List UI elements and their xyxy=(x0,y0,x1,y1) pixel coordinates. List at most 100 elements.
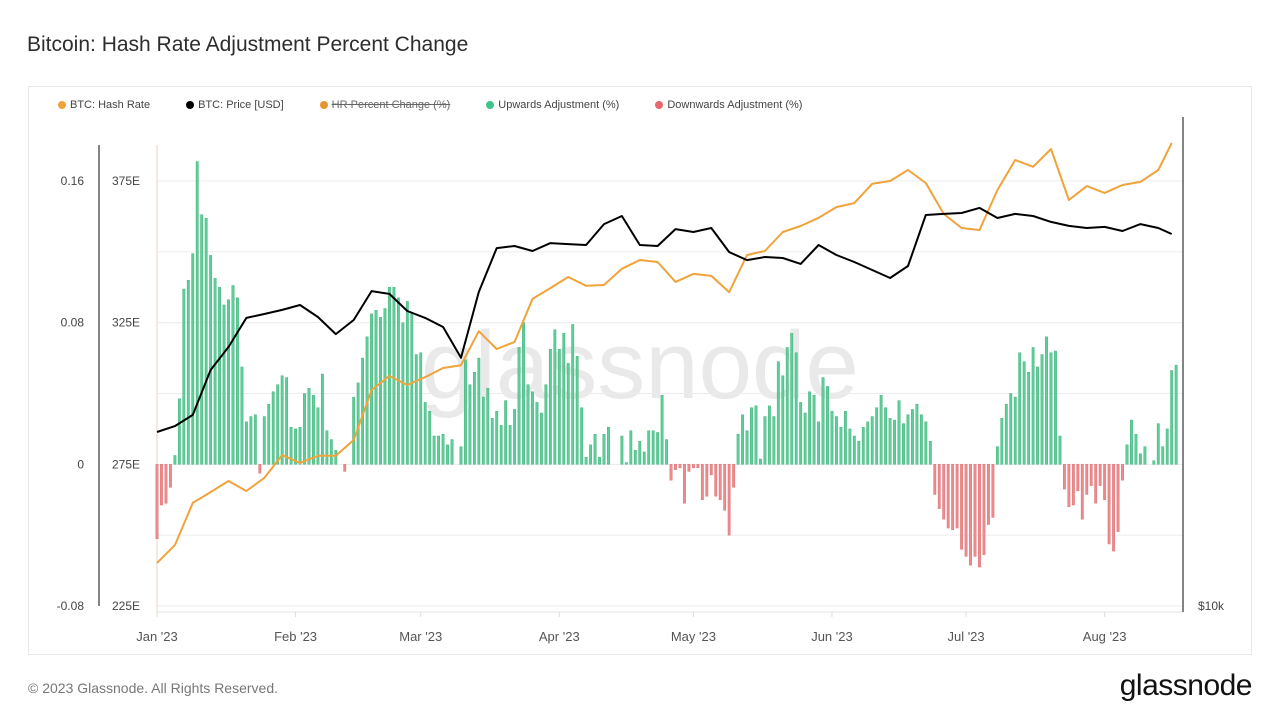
downwards-adjustment-bar xyxy=(732,464,736,488)
upwards-adjustment-bar xyxy=(410,313,414,465)
upwards-adjustment-bar xyxy=(298,426,302,465)
downwards-adjustment-bar xyxy=(978,464,981,568)
downwards-adjustment-bar xyxy=(1107,464,1111,545)
upwards-adjustment-bar xyxy=(888,418,892,465)
upwards-adjustment-bar xyxy=(897,400,901,465)
upwards-adjustment-bar xyxy=(870,416,874,465)
upwards-adjustment-bar xyxy=(1031,347,1035,465)
chart-title: Bitcoin: Hash Rate Adjustment Percent Ch… xyxy=(27,33,469,56)
upwards-adjustment-bar xyxy=(182,288,186,465)
upwards-adjustment-bar xyxy=(830,411,834,465)
downwards-adjustment-bar xyxy=(169,464,172,488)
upwards-adjustment-bar xyxy=(843,411,847,465)
downwards-adjustment-bar xyxy=(960,464,964,550)
upwards-adjustment-bar xyxy=(598,457,601,465)
upwards-adjustment-bar xyxy=(392,287,396,465)
upwards-adjustment-bar xyxy=(441,434,445,465)
upwards-adjustment-bar xyxy=(294,428,297,465)
upwards-adjustment-bar xyxy=(812,395,816,465)
downwards-adjustment-bar xyxy=(987,464,990,525)
hashrate-tick-label: 325E xyxy=(112,316,140,330)
x-tick-label: Jun '23 xyxy=(811,629,853,644)
legend-item-upwards-adjustment[interactable]: Upwards Adjustment (%) xyxy=(486,99,619,111)
upwards-adjustment-bar xyxy=(875,407,879,465)
x-tick-label: May '23 xyxy=(671,629,716,644)
hashrate-tick-label: 225E xyxy=(112,599,140,613)
upwards-adjustment-bar xyxy=(352,396,356,465)
upwards-dot-icon xyxy=(486,101,495,109)
upwards-adjustment-bar xyxy=(383,308,387,465)
legend-item-hr-percent-change[interactable]: HR Percent Change (%) xyxy=(319,99,450,111)
upwards-adjustment-bar xyxy=(499,425,503,465)
upwards-adjustment-bar xyxy=(995,446,999,465)
upwards-adjustment-bar xyxy=(1022,361,1026,465)
upwards-adjustment-bar xyxy=(186,279,190,465)
downwards-adjustment-bar xyxy=(1067,464,1071,508)
upwards-adjustment-bar xyxy=(303,393,306,465)
upwards-adjustment-bar xyxy=(1000,418,1004,465)
upwards-adjustment-bar xyxy=(660,395,664,465)
legend-item-price[interactable]: BTC: Price [USD] xyxy=(186,99,284,111)
downwards-adjustment-bar xyxy=(933,464,937,495)
downwards-adjustment-bar xyxy=(973,464,977,557)
downwards-adjustment-bar xyxy=(1098,464,1102,486)
upwards-adjustment-bar xyxy=(432,435,436,465)
hashrate-tick-label: 375E xyxy=(112,174,140,188)
price-dot-icon xyxy=(186,101,195,109)
upwards-adjustment-bar xyxy=(535,402,539,465)
upwards-adjustment-bar xyxy=(647,430,651,465)
price-line xyxy=(156,206,1173,433)
upwards-adjustment-bar xyxy=(450,439,454,465)
upwards-adjustment-bar xyxy=(857,441,861,465)
upwards-adjustment-bar xyxy=(1040,354,1044,465)
upwards-adjustment-bar xyxy=(222,304,226,465)
upwards-adjustment-bar xyxy=(401,322,405,465)
upwards-adjustment-bar xyxy=(227,299,230,465)
upwards-adjustment-bar xyxy=(218,287,221,465)
upwards-adjustment-bar xyxy=(276,384,280,465)
upwards-adjustment-bar xyxy=(911,409,914,465)
upwards-adjustment-bar xyxy=(1165,428,1169,465)
upwards-adjustment-bar xyxy=(1174,364,1178,465)
upwards-adjustment-bar xyxy=(423,402,427,465)
upwards-adjustment-bar xyxy=(893,419,896,465)
legend: BTC: Hash Rate BTC: Price [USD] HR Perce… xyxy=(58,99,838,111)
upwards-adjustment-bar xyxy=(508,425,512,465)
upwards-adjustment-bar xyxy=(1009,393,1013,465)
upwards-adjustment-bar xyxy=(531,391,534,465)
upwards-adjustment-bar xyxy=(316,407,320,465)
downwards-adjustment-bar xyxy=(1103,464,1107,500)
legend-item-hash-rate[interactable]: BTC: Hash Rate xyxy=(58,99,150,111)
upwards-adjustment-bar xyxy=(1134,434,1138,465)
upwards-adjustment-bar xyxy=(522,322,525,465)
upwards-adjustment-bar xyxy=(517,347,521,465)
upwards-adjustment-bar xyxy=(419,352,423,465)
upwards-adjustment-bar xyxy=(504,400,508,465)
downwards-adjustment-bar xyxy=(1085,464,1089,495)
upwards-adjustment-bar xyxy=(624,462,628,465)
downwards-adjustment-bar xyxy=(714,464,718,497)
hash-rate-dot-icon xyxy=(58,101,66,109)
upwards-adjustment-bar xyxy=(1054,350,1057,465)
upwards-adjustment-bar xyxy=(785,347,789,465)
downwards-adjustment-bar xyxy=(678,464,682,469)
upwards-adjustment-bar xyxy=(571,324,575,465)
upwards-adjustment-bar xyxy=(1045,336,1048,465)
legend-item-downwards-adjustment[interactable]: Downwards Adjustment (%) xyxy=(655,99,802,111)
upwards-adjustment-bar xyxy=(928,441,932,465)
upwards-adjustment-bar xyxy=(781,375,785,465)
downwards-adjustment-bar xyxy=(942,464,946,520)
downwards-adjustment-bar xyxy=(969,464,972,566)
downwards-adjustment-bar xyxy=(692,464,695,469)
upwards-adjustment-bar xyxy=(267,403,271,465)
series-lines xyxy=(156,142,1173,564)
upwards-adjustment-bar xyxy=(557,349,561,465)
upwards-adjustment-bar xyxy=(548,349,552,465)
upwards-adjustment-bar xyxy=(477,357,481,465)
x-tick-label: Aug '23 xyxy=(1083,629,1127,644)
upwards-adjustment-bar xyxy=(544,384,548,465)
legend-label: Downwards Adjustment (%) xyxy=(667,99,803,111)
upwards-adjustment-bar xyxy=(262,416,266,465)
hashrate-tick-label: 275E xyxy=(112,457,140,471)
